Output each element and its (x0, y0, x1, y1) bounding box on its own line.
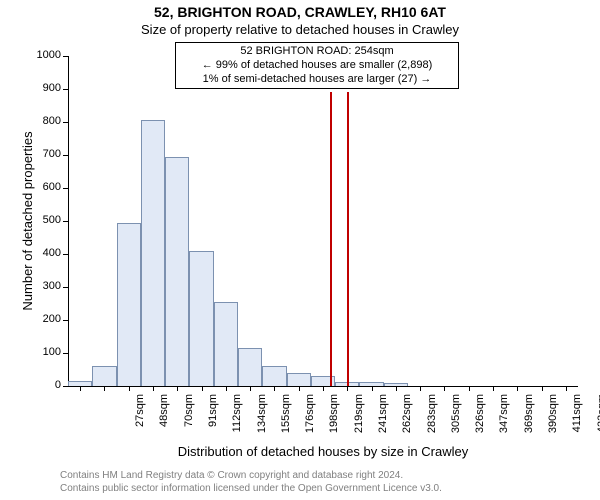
x-tick-label: 241sqm (377, 394, 389, 444)
x-tick (323, 386, 324, 391)
x-tick (396, 386, 397, 391)
y-tick (63, 221, 68, 222)
x-tick (104, 386, 105, 391)
x-tick (250, 386, 251, 391)
x-tick-label: 27sqm (134, 394, 146, 444)
annotation-line-3: 1% of semi-detached houses are larger (2… (182, 73, 452, 87)
x-tick-label: 433sqm (596, 394, 600, 444)
x-tick (153, 386, 154, 391)
x-tick (202, 386, 203, 391)
y-tick (63, 56, 68, 57)
y-tick (63, 155, 68, 156)
y-tick (63, 254, 68, 255)
y-tick (63, 386, 68, 387)
x-tick-label: 198sqm (328, 394, 340, 444)
x-tick-label: 390sqm (547, 394, 559, 444)
x-tick (177, 386, 178, 391)
x-tick-label: 112sqm (231, 394, 243, 444)
x-tick-label: 91sqm (207, 394, 219, 444)
histogram-bar (117, 223, 141, 386)
x-tick-label: 155sqm (280, 394, 292, 444)
x-tick (347, 386, 348, 391)
x-tick-label: 283sqm (426, 394, 438, 444)
histogram-bar (165, 157, 189, 386)
marker-line (330, 92, 332, 386)
y-tick (63, 188, 68, 189)
footer-attribution: Contains HM Land Registry data © Crown c… (60, 470, 442, 495)
histogram-bar (141, 120, 165, 386)
y-tick (63, 89, 68, 90)
x-tick-label: 369sqm (523, 394, 535, 444)
y-tick (63, 320, 68, 321)
histogram-bar (189, 251, 213, 386)
x-tick (299, 386, 300, 391)
x-tick-label: 48sqm (158, 394, 170, 444)
x-tick (129, 386, 130, 391)
x-tick-label: 70sqm (183, 394, 195, 444)
x-tick-label: 219sqm (353, 394, 365, 444)
histogram-bar (287, 373, 311, 386)
histogram-bar (214, 302, 238, 386)
x-tick-label: 262sqm (401, 394, 413, 444)
x-tick-label: 326sqm (474, 394, 486, 444)
x-tick (372, 386, 373, 391)
y-tick (63, 287, 68, 288)
x-tick (493, 386, 494, 391)
histogram-bar (238, 348, 262, 386)
y-tick (63, 353, 68, 354)
x-tick (444, 386, 445, 391)
x-tick-label: 176sqm (304, 394, 316, 444)
y-tick (63, 122, 68, 123)
x-tick (274, 386, 275, 391)
y-axis-line (68, 56, 69, 386)
annotation-line-2: ← 99% of detached houses are smaller (2,… (182, 59, 452, 73)
x-tick (517, 386, 518, 391)
annotation-line-1: 52 BRIGHTON ROAD: 254sqm (182, 45, 452, 59)
x-tick (226, 386, 227, 391)
x-tick (469, 386, 470, 391)
footer-line-2: Contains public sector information licen… (60, 483, 442, 496)
x-tick-label: 347sqm (498, 394, 510, 444)
histogram-plot: 0100200300400500600700800900100027sqm48s… (68, 56, 578, 386)
x-tick (420, 386, 421, 391)
x-tick (80, 386, 81, 391)
x-tick (542, 386, 543, 391)
histogram-bar (262, 366, 286, 386)
page-title: 52, BRIGHTON ROAD, CRAWLEY, RH10 6AT (0, 4, 600, 20)
marker-line (347, 92, 349, 386)
x-tick-label: 305sqm (450, 394, 462, 444)
y-axis-label: Number of detached properties (20, 56, 35, 386)
x-axis-label: Distribution of detached houses by size … (68, 444, 578, 459)
footer-line-1: Contains HM Land Registry data © Crown c… (60, 470, 442, 483)
x-tick-label: 134sqm (256, 394, 268, 444)
x-tick-label: 411sqm (571, 394, 583, 444)
x-tick (566, 386, 567, 391)
page-subtitle: Size of property relative to detached ho… (0, 22, 600, 37)
histogram-bar (92, 366, 116, 386)
annotation-box: 52 BRIGHTON ROAD: 254sqm ← 99% of detach… (175, 42, 459, 89)
